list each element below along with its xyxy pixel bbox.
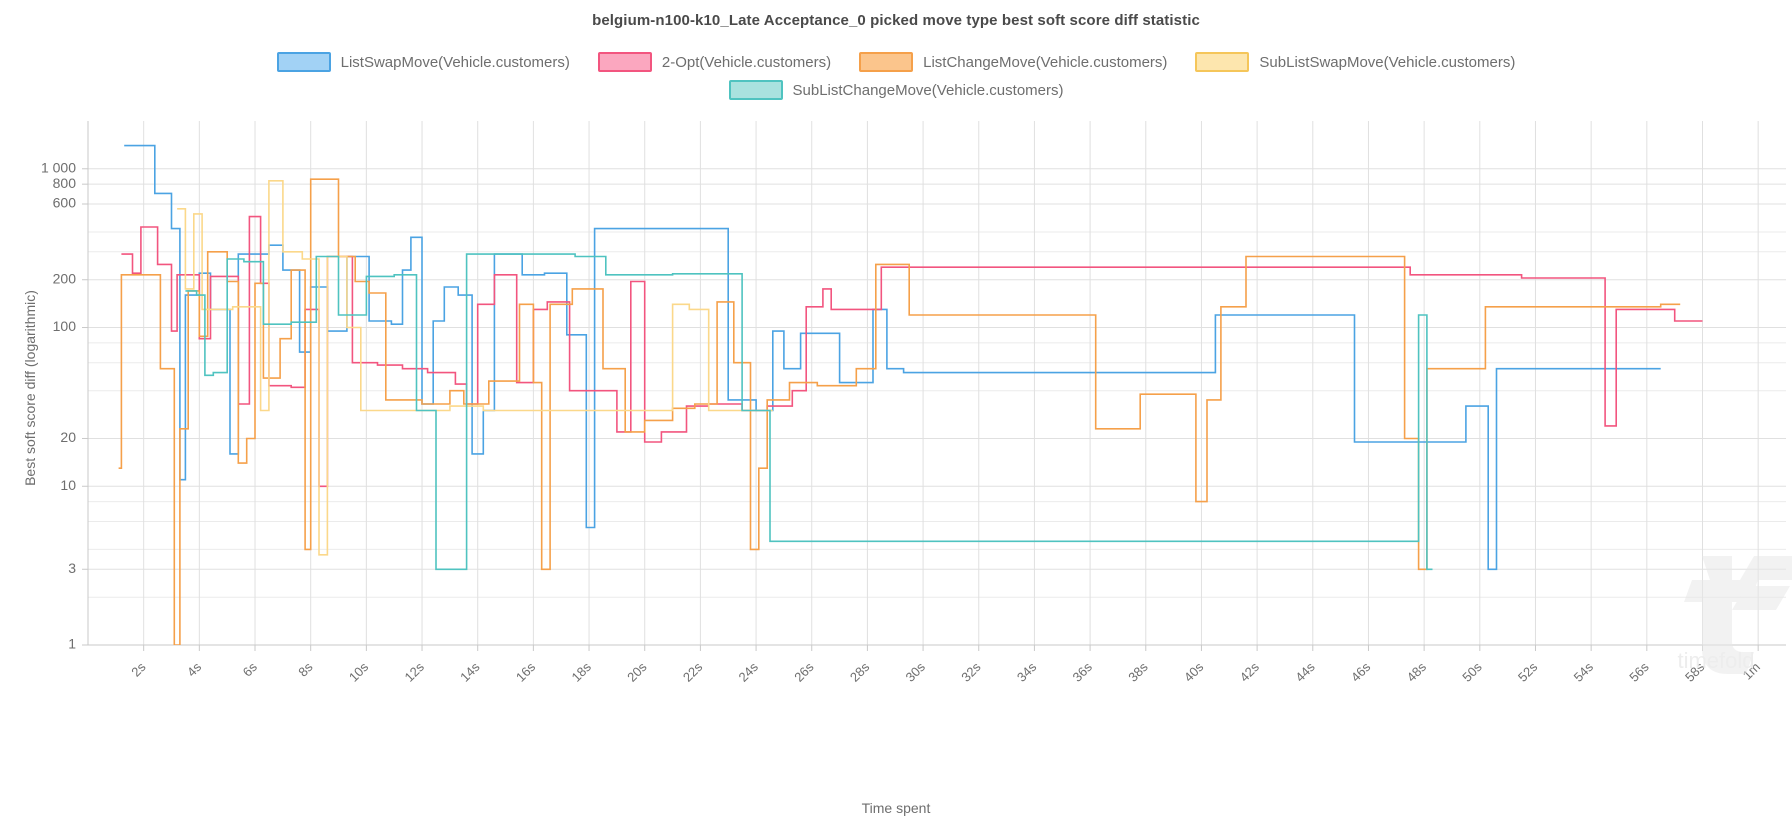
x-tick-label: 42s [1237, 659, 1263, 685]
x-tick-label: 56s [1626, 659, 1652, 685]
x-tick-label: 28s [847, 659, 873, 685]
x-tick-label: 4s [184, 659, 205, 680]
x-tick-label: 6s [240, 659, 261, 680]
y-tick-label: 1 000 [41, 159, 76, 175]
x-tick-label: 14s [457, 659, 483, 685]
legend-item-listchangemove[interactable]: ListChangeMove(Vehicle.customers) [859, 52, 1167, 72]
chart-title: belgium-n100-k10_Late Acceptance_0 picke… [592, 12, 1200, 29]
chart-legend: ListSwapMove(Vehicle.customers) 2-Opt(Ve… [0, 52, 1792, 100]
x-tick-label: 48s [1404, 659, 1430, 685]
x-tick-label: 22s [680, 659, 706, 685]
x-tick-label: 10s [346, 659, 372, 685]
x-tick-label: 30s [903, 659, 929, 685]
x-tick-label: 32s [958, 659, 984, 685]
legend-row-2: SubListChangeMove(Vehicle.customers) [0, 80, 1792, 100]
x-tick-label: 20s [624, 659, 650, 685]
x-tick-label: 38s [1125, 659, 1151, 685]
legend-row-1: ListSwapMove(Vehicle.customers) 2-Opt(Ve… [0, 52, 1792, 72]
y-tick-label: 3 [68, 560, 76, 576]
x-tick-label: 8s [295, 659, 316, 680]
x-tick-label: 34s [1014, 659, 1040, 685]
x-tick-label: 16s [513, 659, 539, 685]
series-line-0 [124, 144, 1661, 571]
timefold-watermark [1684, 556, 1792, 674]
x-tick-label: 36s [1070, 659, 1096, 685]
series-line-1 [121, 215, 1703, 488]
series-line-2 [118, 178, 1681, 645]
legend-label-sublistchangemove: SubListChangeMove(Vehicle.customers) [792, 81, 1064, 99]
legend-item-sublistchangemove[interactable]: SubListChangeMove(Vehicle.customers) [728, 80, 1064, 100]
series-line-4 [185, 253, 1433, 571]
y-tick-label: 200 [53, 270, 77, 286]
x-tick-label: 44s [1292, 659, 1318, 685]
legend-label-sublistswapmove: SubListSwapMove(Vehicle.customers) [1259, 53, 1516, 71]
series-line-3 [177, 180, 773, 556]
legend-swatch-sublistswapmove [1195, 52, 1250, 72]
x-tick-label: 2s [128, 659, 149, 680]
legend-swatch-sublistchangemove [728, 80, 783, 100]
x-tick-label: 24s [736, 659, 762, 685]
y-tick-label: 10 [60, 477, 76, 493]
x-tick-label: 52s [1515, 659, 1541, 685]
legend-item-listswapmove[interactable]: ListSwapMove(Vehicle.customers) [276, 52, 570, 72]
legend-label-listswapmove: ListSwapMove(Vehicle.customers) [340, 53, 570, 71]
legend-item-sublistswapmove[interactable]: SubListSwapMove(Vehicle.customers) [1195, 52, 1515, 72]
y-tick-label: 20 [60, 429, 76, 445]
x-tick-label: 40s [1181, 659, 1207, 685]
y-tick-label: 100 [53, 318, 77, 334]
legend-swatch-2opt [597, 52, 652, 72]
x-tick-label: 18s [569, 659, 595, 685]
timefold-watermark-text: timefold [1677, 648, 1754, 673]
x-axis-title: Time spent [861, 800, 931, 816]
x-tick-label: 54s [1571, 659, 1597, 685]
x-tick-label: 12s [402, 659, 428, 685]
y-tick-label: 800 [53, 175, 77, 191]
y-tick-label: 600 [53, 195, 77, 211]
legend-label-listchangemove: ListChangeMove(Vehicle.customers) [923, 53, 1168, 71]
y-tick-label: 1 [68, 636, 76, 652]
legend-swatch-listswapmove [276, 52, 331, 72]
x-tick-label: 46s [1348, 659, 1374, 685]
x-tick-label: 26s [791, 659, 817, 685]
legend-swatch-listchangemove [859, 52, 914, 72]
legend-item-2opt[interactable]: 2-Opt(Vehicle.customers) [597, 52, 832, 72]
x-tick-label: 50s [1459, 659, 1485, 685]
legend-label-2opt: 2-Opt(Vehicle.customers) [661, 53, 832, 71]
